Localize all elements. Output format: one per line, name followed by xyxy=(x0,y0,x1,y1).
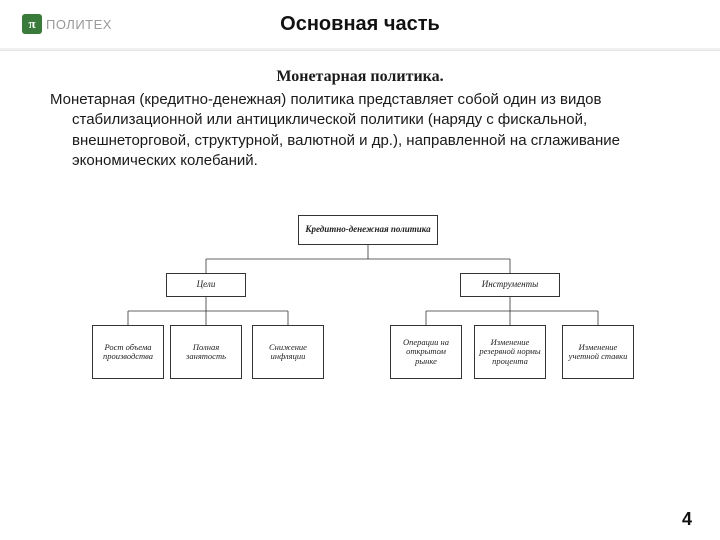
slide-header: π ПОЛИТЕХ Основная часть xyxy=(0,0,720,48)
pi-icon: π xyxy=(22,14,42,34)
node-leaf: Снижение инфляции xyxy=(252,325,324,379)
node-left-branch: Цели xyxy=(166,273,246,297)
node-right-branch: Инструменты xyxy=(460,273,560,297)
slide-title: Основная часть xyxy=(280,13,440,36)
node-leaf: Рост объема производ­ства xyxy=(92,325,164,379)
node-leaf: Операции на открытом рынке xyxy=(390,325,462,379)
brand-name: ПОЛИТЕХ xyxy=(46,17,112,32)
content-area: Монетарная политика. Монетарная (кредитн… xyxy=(0,50,720,171)
page-number: 4 xyxy=(682,509,692,530)
body-paragraph: Монетарная (кредитно-денежная) политика … xyxy=(50,90,670,171)
node-leaf: Полная занятость xyxy=(170,325,242,379)
node-leaf: Изменение резервной нормы процента xyxy=(474,325,546,379)
node-leaf: Изменение учетной ставки xyxy=(562,325,634,379)
section-subtitle: Монетарная политика. xyxy=(50,68,670,86)
brand-logo: π ПОЛИТЕХ xyxy=(22,14,112,34)
slide: π ПОЛИТЕХ Основная часть Монетарная поли… xyxy=(0,0,720,540)
connector-lines xyxy=(98,215,638,425)
node-root: Кредитно-денежная политика xyxy=(298,215,438,245)
org-chart: Кредитно-денежная политика Цели Инструме… xyxy=(98,215,638,425)
